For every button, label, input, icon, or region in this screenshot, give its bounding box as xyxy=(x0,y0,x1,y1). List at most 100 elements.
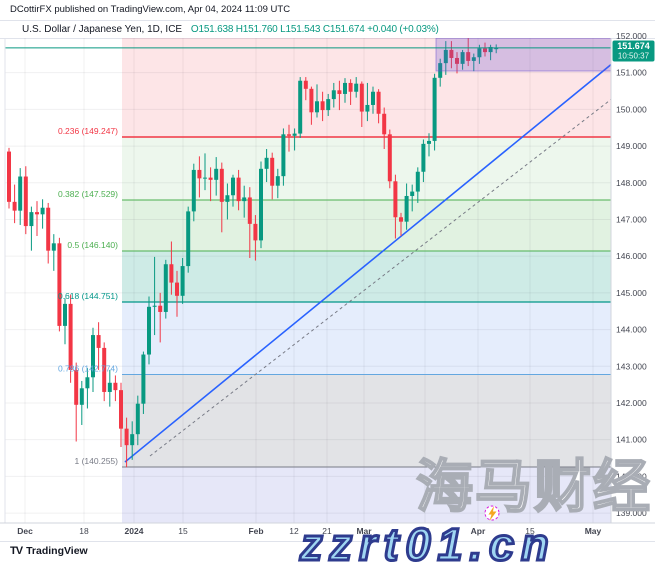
candle xyxy=(270,157,275,186)
time-tick-label: Mar xyxy=(356,526,372,536)
footer-divider xyxy=(0,541,655,542)
time-tick-label: 15 xyxy=(178,526,188,536)
candle xyxy=(96,335,101,348)
price-tick-label: 150.000 xyxy=(616,104,647,114)
candle xyxy=(124,428,129,446)
trendline-blue[interactable] xyxy=(124,31,652,463)
price-tick-label: 142.000 xyxy=(616,398,647,408)
fib-label: 0.5 (146.140) xyxy=(67,240,118,250)
candle xyxy=(85,377,90,389)
watermark-chinese: 海马财经 xyxy=(415,455,652,519)
candle xyxy=(46,207,51,251)
candle xyxy=(208,177,213,180)
watermark-url: zzrt01.cn xyxy=(299,519,556,570)
candle xyxy=(309,88,314,113)
tradingview-logo-icon: TV xyxy=(10,545,23,557)
price-tick-label: 149.000 xyxy=(616,141,647,151)
candle xyxy=(40,207,45,215)
candles-layer xyxy=(7,38,499,468)
price-tick-label: 145.000 xyxy=(616,288,647,298)
time-tick-label: Dec xyxy=(17,526,33,536)
candle xyxy=(57,243,62,326)
candle xyxy=(438,63,443,78)
candle xyxy=(281,134,286,177)
tradingview-logo-text: TradingView xyxy=(26,545,88,557)
candle xyxy=(421,143,426,172)
candle xyxy=(326,99,331,111)
candle xyxy=(404,195,409,222)
tradingview-logo[interactable]: TV TradingView xyxy=(10,545,88,557)
candle xyxy=(359,83,364,112)
price-axis[interactable]: 152.000 151.000 150.000 149.000 148.000 147.0… xyxy=(616,31,647,518)
consolidation-box[interactable] xyxy=(435,38,611,72)
time-tick-label: 18 xyxy=(79,526,89,536)
candle xyxy=(371,91,375,105)
candle xyxy=(7,151,11,202)
candle xyxy=(169,264,174,283)
candle xyxy=(225,195,230,202)
time-tick-label: 15 xyxy=(525,526,535,536)
candle xyxy=(410,191,415,196)
header-divider-bottom xyxy=(0,38,655,39)
candle xyxy=(264,157,269,169)
candle xyxy=(35,212,39,215)
candle xyxy=(331,90,336,100)
time-tick-label: May xyxy=(585,526,602,536)
candle xyxy=(107,382,112,392)
candle xyxy=(18,176,23,211)
candle xyxy=(455,57,459,64)
time-tick-label: 2024 xyxy=(125,526,144,536)
fib-label: 1 (140.255) xyxy=(75,456,119,466)
candle xyxy=(494,47,499,50)
candle xyxy=(471,57,476,61)
candle xyxy=(135,403,140,435)
candle xyxy=(449,49,454,58)
candle xyxy=(466,52,471,61)
time-tick-label: Apr xyxy=(471,526,486,536)
plot-area[interactable] xyxy=(5,31,652,523)
candle xyxy=(63,303,67,326)
price-tick-label: 140.000 xyxy=(616,471,647,481)
price-tick-label: 143.000 xyxy=(616,361,647,371)
candle xyxy=(79,388,84,405)
time-tick-label: 18 xyxy=(420,526,430,536)
price-tick-label: 146.000 xyxy=(616,251,647,261)
time-axis[interactable]: Dec 18 2024 15 Feb 12 21 Mar 18 Apr 15 May xyxy=(17,526,601,536)
trendline-dashed[interactable] xyxy=(149,77,640,457)
candle xyxy=(275,176,280,186)
time-tick-label: Feb xyxy=(248,526,263,536)
candle xyxy=(102,347,107,392)
candle xyxy=(477,48,482,58)
candle xyxy=(298,80,303,134)
candle xyxy=(231,177,235,196)
candle xyxy=(197,169,202,179)
candle xyxy=(259,168,263,241)
candle xyxy=(415,171,420,192)
economic-event-icon[interactable] xyxy=(484,505,500,521)
candle xyxy=(219,168,224,202)
candle xyxy=(180,266,185,296)
price-tick-label: 148.000 xyxy=(616,178,647,188)
fib-label: 0.236 (149.247) xyxy=(58,126,118,136)
last-price-value: 151.674 xyxy=(617,41,650,51)
candle xyxy=(354,83,359,92)
candle xyxy=(287,134,291,136)
price-tick-label: 141.000 xyxy=(616,435,647,445)
candle xyxy=(12,201,17,211)
price-tick-label: 151.000 xyxy=(616,68,647,78)
candle xyxy=(23,176,28,227)
candle xyxy=(320,101,325,111)
candle xyxy=(203,177,207,179)
chart-legend[interactable]: U.S. Dollar / Japanese Yen, 1D, ICE O151… xyxy=(22,24,439,35)
fib-level-lines[interactable] xyxy=(122,136,611,468)
candle xyxy=(236,177,241,202)
candle xyxy=(382,113,387,135)
candle xyxy=(242,197,247,202)
price-tick-label: 147.000 xyxy=(616,214,647,224)
candle xyxy=(191,169,196,212)
candle xyxy=(247,197,252,224)
candle xyxy=(337,90,342,94)
